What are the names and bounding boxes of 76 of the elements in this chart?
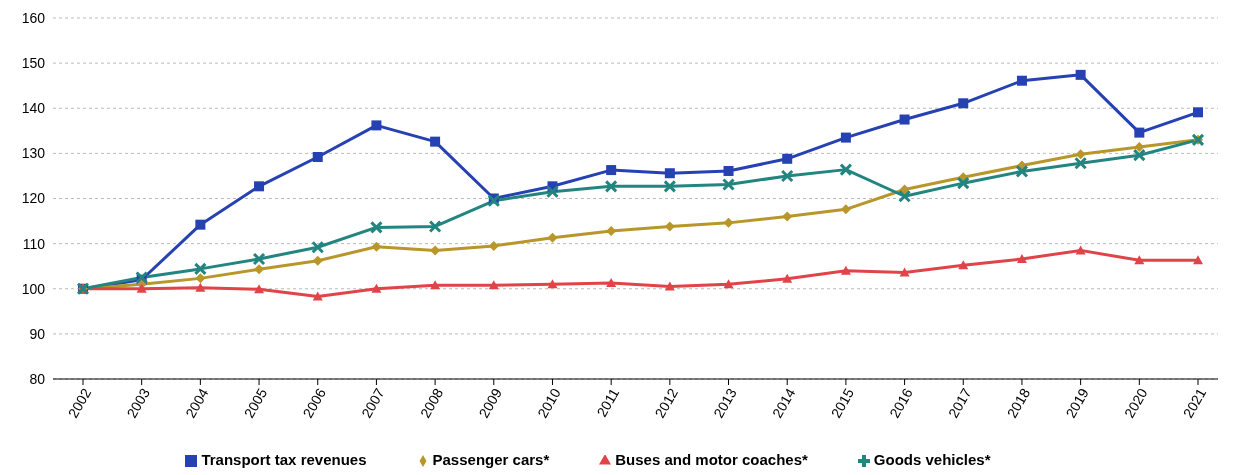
point xyxy=(371,283,382,293)
point xyxy=(312,255,323,266)
point xyxy=(371,120,382,131)
point xyxy=(898,189,912,203)
point xyxy=(1015,164,1029,178)
point xyxy=(1193,255,1203,265)
point xyxy=(782,273,793,283)
point xyxy=(254,264,265,275)
y-tick-label: 150 xyxy=(21,55,46,72)
point xyxy=(193,262,207,276)
point xyxy=(663,179,677,193)
point xyxy=(195,273,206,284)
point xyxy=(840,265,851,275)
point xyxy=(547,279,558,289)
legend-label: Transport tax revenues xyxy=(201,451,367,468)
point xyxy=(195,282,206,292)
point xyxy=(1132,148,1146,162)
y-tick-label: 110 xyxy=(22,235,46,252)
legend-label: Goods vehicles* xyxy=(873,451,991,468)
point xyxy=(840,132,851,143)
point xyxy=(958,260,969,270)
point xyxy=(782,211,793,222)
point xyxy=(899,114,910,125)
point xyxy=(1016,253,1027,263)
y-tick-label: 80 xyxy=(29,370,46,387)
point xyxy=(1075,245,1086,255)
point xyxy=(547,232,558,243)
y-tick-label: 100 xyxy=(21,280,46,297)
point xyxy=(723,279,734,289)
y-tick-label: 160 xyxy=(21,9,46,26)
point xyxy=(840,204,851,215)
point xyxy=(956,176,970,190)
point xyxy=(664,221,675,232)
point xyxy=(780,169,794,183)
point xyxy=(606,165,617,176)
point xyxy=(487,194,501,208)
point xyxy=(254,284,265,294)
point xyxy=(606,277,617,287)
legend-label: Passenger cars* xyxy=(432,451,550,468)
y-tick-label: 90 xyxy=(29,325,46,342)
point xyxy=(723,217,734,228)
point xyxy=(135,270,149,284)
y-tick-label: 120 xyxy=(21,190,46,207)
point xyxy=(782,153,793,164)
point xyxy=(958,98,969,109)
point xyxy=(371,241,382,252)
point xyxy=(664,168,675,179)
point xyxy=(899,184,910,195)
point xyxy=(430,136,441,147)
point xyxy=(488,280,499,290)
point xyxy=(1074,156,1088,170)
point xyxy=(604,179,618,193)
point xyxy=(1075,69,1086,80)
point xyxy=(1016,75,1027,86)
point xyxy=(252,252,266,266)
point xyxy=(430,280,441,290)
y-tick-label: 140 xyxy=(21,100,46,117)
point xyxy=(899,267,910,277)
point xyxy=(312,151,323,162)
y-tick-label: 130 xyxy=(21,145,46,162)
point xyxy=(839,163,853,177)
legend-label: Buses and motor coaches* xyxy=(615,451,808,468)
point xyxy=(1134,142,1145,153)
point xyxy=(1193,107,1203,118)
point xyxy=(254,181,265,192)
point xyxy=(311,240,325,254)
point xyxy=(1134,255,1145,265)
point xyxy=(723,165,734,176)
point xyxy=(430,245,441,256)
point xyxy=(545,185,559,199)
point xyxy=(312,291,323,301)
point xyxy=(1075,149,1086,160)
point xyxy=(136,283,147,293)
point xyxy=(722,178,736,192)
point xyxy=(1134,127,1145,138)
point xyxy=(195,219,206,230)
